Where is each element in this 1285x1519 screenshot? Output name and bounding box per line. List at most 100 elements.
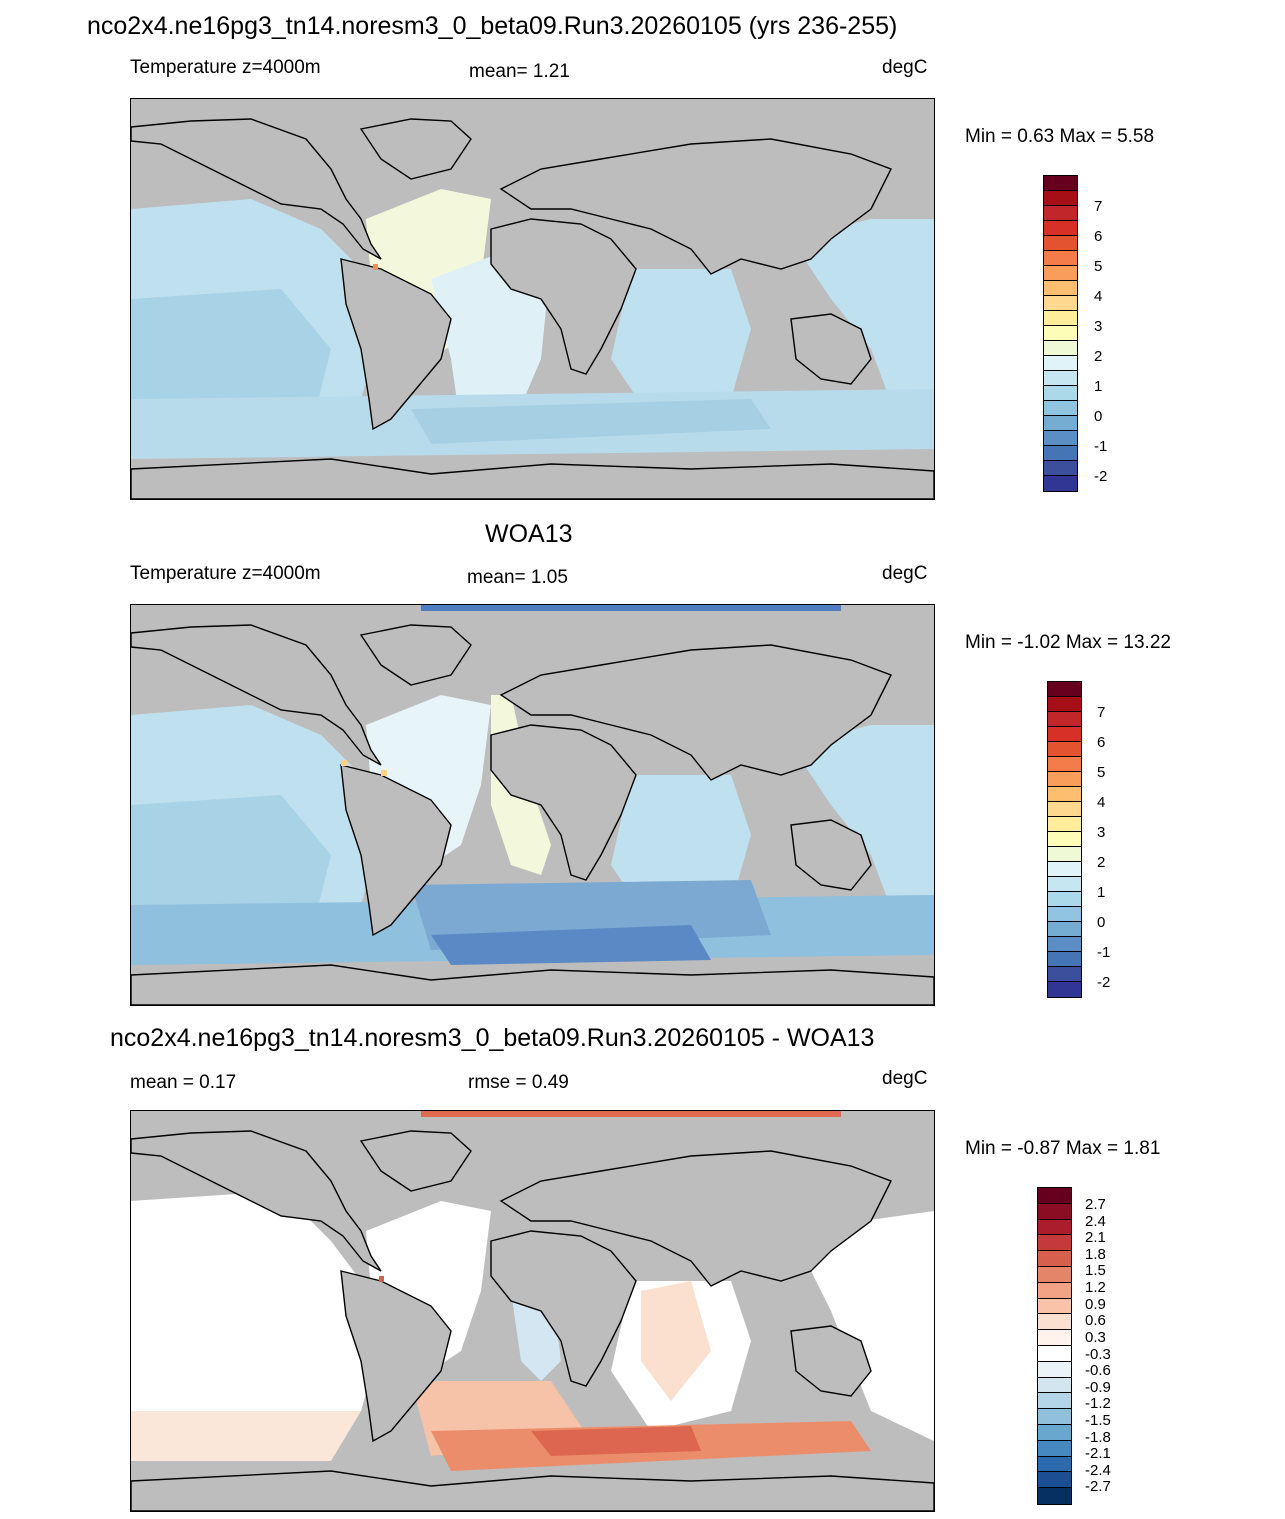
panel3-cbar-label: -0.6 (1085, 1362, 1111, 1379)
colorbar-swatch (1044, 371, 1077, 386)
colorbar-swatch (1048, 982, 1081, 997)
colorbar-swatch (1044, 476, 1077, 491)
panel2-cbar-label: 0 (1097, 914, 1106, 931)
colorbar-swatch (1038, 1282, 1071, 1299)
panel3-cbar-label: -2.4 (1085, 1462, 1111, 1479)
colorbar-swatch (1038, 1424, 1071, 1441)
panel1-cbar-label: 7 (1094, 198, 1103, 215)
colorbar-swatch (1044, 326, 1077, 341)
colorbar-swatch (1044, 356, 1077, 371)
colorbar-swatch (1048, 757, 1081, 772)
colorbar-swatch (1044, 431, 1077, 446)
panel3-cbar-label: 1.5 (1085, 1262, 1106, 1279)
panel2-colorbar (1047, 681, 1082, 998)
colorbar-swatch (1048, 907, 1081, 922)
colorbar-swatch (1038, 1440, 1071, 1457)
colorbar-swatch (1044, 176, 1077, 191)
panel1-map (130, 98, 935, 500)
colorbar-swatch (1048, 892, 1081, 907)
colorbar-swatch (1038, 1266, 1071, 1283)
colorbar-swatch (1038, 1377, 1071, 1394)
colorbar-swatch (1048, 817, 1081, 832)
colorbar-swatch (1044, 416, 1077, 431)
colorbar-swatch (1048, 952, 1081, 967)
panel2-mean-label: mean= 1.05 (467, 567, 568, 588)
panel1-mean-label: mean= 1.21 (469, 61, 570, 82)
panel1-cbar-label: -2 (1094, 468, 1108, 485)
panel3-cbar-label: -0.3 (1085, 1346, 1111, 1363)
panel3-cbar-label: 2.4 (1085, 1213, 1106, 1230)
colorbar-swatch (1038, 1251, 1071, 1267)
colorbar-swatch (1038, 1235, 1071, 1252)
panel2-minmax: Min = -1.02 Max = 13.22 (965, 632, 1171, 653)
colorbar-swatch (1038, 1330, 1071, 1346)
colorbar-swatch (1038, 1361, 1071, 1378)
panel1-cbar-label: 6 (1094, 228, 1103, 245)
colorbar-swatch (1048, 712, 1081, 727)
panel3-cbar-label: 2.1 (1085, 1229, 1106, 1246)
colorbar-swatch (1048, 802, 1081, 817)
colorbar-swatch (1038, 1188, 1071, 1204)
panel1-cbar-label: 0 (1094, 408, 1103, 425)
colorbar-swatch (1038, 1393, 1071, 1410)
colorbar-swatch (1044, 386, 1077, 401)
colorbar-swatch (1048, 862, 1081, 877)
panel2-cbar-label: 1 (1097, 884, 1106, 901)
panel3-cbar-label: 0.3 (1085, 1329, 1106, 1346)
colorbar-swatch (1048, 682, 1081, 697)
colorbar-swatch (1048, 922, 1081, 937)
colorbar-swatch (1044, 341, 1077, 356)
colorbar-swatch (1044, 311, 1077, 326)
colorbar-swatch (1048, 967, 1081, 982)
colorbar-swatch (1048, 772, 1081, 787)
panel1-cbar-label: -1 (1094, 438, 1108, 455)
colorbar-swatch (1038, 1472, 1071, 1489)
panel3-map (130, 1110, 935, 1512)
panel3-cbar-label: -1.8 (1085, 1429, 1111, 1446)
panel2-cbar-label: 2 (1097, 854, 1106, 871)
panel3-cbar-label: -2.1 (1085, 1445, 1111, 1462)
colorbar-swatch (1038, 1488, 1071, 1504)
panel1-colorbar (1043, 175, 1078, 492)
panel3-rmse-label: rmse = 0.49 (468, 1072, 569, 1093)
colorbar-swatch (1048, 832, 1081, 847)
colorbar-swatch (1044, 191, 1077, 206)
panel3-cbar-label: -0.9 (1085, 1379, 1111, 1396)
colorbar-swatch (1044, 446, 1077, 461)
colorbar-swatch (1044, 221, 1077, 236)
panel3-cbar-label: 0.9 (1085, 1296, 1106, 1313)
colorbar-swatch (1048, 847, 1081, 862)
panel3-minmax: Min = -0.87 Max = 1.81 (965, 1138, 1161, 1159)
colorbar-swatch (1044, 281, 1077, 296)
panel2-cbar-label: -2 (1097, 974, 1111, 991)
panel3-title: nco2x4.ne16pg3_tn14.noresm3_0_beta09.Run… (110, 1024, 875, 1052)
colorbar-swatch (1044, 251, 1077, 266)
colorbar-swatch (1044, 206, 1077, 221)
panel1-units: degC (882, 57, 928, 78)
colorbar-swatch (1038, 1298, 1071, 1315)
colorbar-swatch (1044, 461, 1077, 476)
colorbar-swatch (1038, 1203, 1071, 1220)
colorbar-swatch (1048, 877, 1081, 892)
colorbar-swatch (1048, 937, 1081, 952)
colorbar-swatch (1038, 1456, 1071, 1473)
colorbar-swatch (1048, 787, 1081, 802)
panel1-cbar-label: 5 (1094, 258, 1103, 275)
colorbar-swatch (1044, 236, 1077, 251)
colorbar-swatch (1038, 1314, 1071, 1331)
colorbar-swatch (1048, 742, 1081, 757)
panel1-variable-label: Temperature z=4000m (130, 57, 321, 78)
colorbar-swatch (1044, 401, 1077, 416)
panel2-cbar-label: 5 (1097, 764, 1106, 781)
panel3-colorbar (1037, 1187, 1072, 1505)
panel1-cbar-label: 2 (1094, 348, 1103, 365)
panel2-cbar-label: 6 (1097, 734, 1106, 751)
panel2-cbar-label: -1 (1097, 944, 1111, 961)
panel3-cbar-label: 2.7 (1085, 1196, 1106, 1213)
panel1-minmax: Min = 0.63 Max = 5.58 (965, 126, 1155, 147)
panel3-mean-label: mean = 0.17 (130, 1072, 237, 1093)
colorbar-swatch (1044, 266, 1077, 281)
panel1-caribbean-warm-spot (373, 264, 378, 270)
panel3-units: degC (882, 1068, 928, 1089)
panel1-cbar-label: 1 (1094, 378, 1103, 395)
